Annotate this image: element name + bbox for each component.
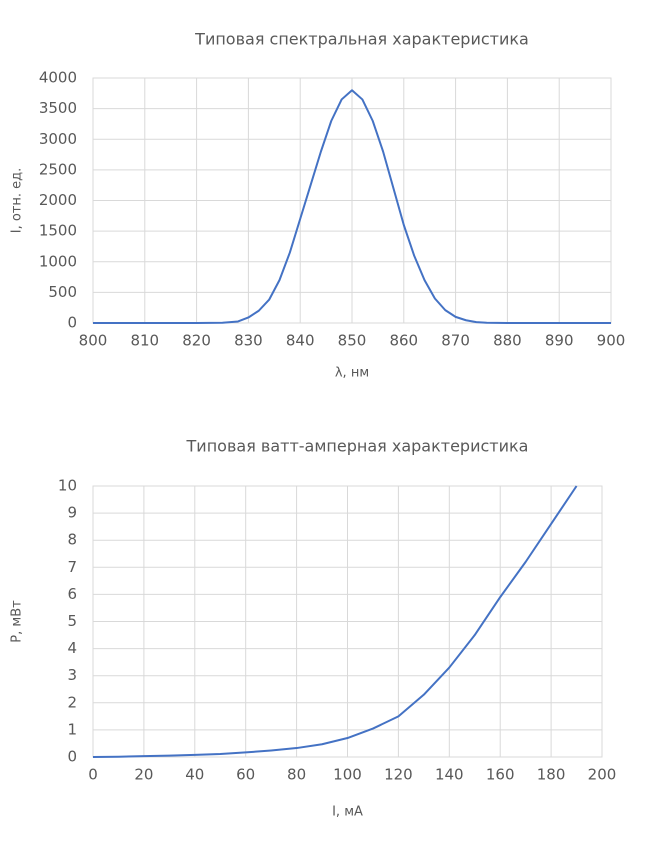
- data-line: [93, 89, 611, 324]
- y-tick-label: 5: [67, 612, 77, 630]
- x-tick-label: 40: [185, 766, 204, 784]
- x-tick-label: 120: [384, 766, 413, 784]
- y-tick-label: 3500: [39, 99, 77, 117]
- x-tick-label: 900: [597, 332, 626, 350]
- x-axis-label: I, мА: [332, 805, 363, 820]
- x-tick-label: 160: [486, 766, 515, 784]
- x-tick-label: 880: [493, 332, 522, 350]
- x-tick-label: 20: [134, 766, 153, 784]
- plot-frame: [92, 485, 603, 758]
- x-tick-label: 870: [441, 332, 470, 350]
- y-tick-label: 1: [67, 720, 77, 738]
- y-tick-label: 4000: [39, 69, 77, 87]
- y-tick-label: 7: [67, 558, 77, 576]
- x-tick-label: 860: [389, 332, 418, 350]
- x-tick-label: 60: [236, 766, 255, 784]
- plot-frame: [92, 77, 612, 324]
- y-tick-label: 3: [67, 666, 77, 684]
- y-axis-label: I, отн. ед.: [10, 168, 25, 234]
- x-tick-label: 0: [88, 766, 98, 784]
- x-tick-label: 180: [537, 766, 566, 784]
- y-tick-label: 0: [67, 748, 77, 766]
- y-axis-label: P, мВт: [10, 600, 25, 643]
- y-tick-label: 2500: [39, 160, 77, 178]
- data-line: [92, 485, 578, 758]
- y-tick-label: 6: [67, 585, 77, 603]
- x-tick-label: 840: [286, 332, 315, 350]
- y-tick-label: 2: [67, 693, 77, 711]
- x-tick-label: 140: [435, 766, 464, 784]
- x-tick-label: 800: [79, 332, 108, 350]
- y-tick-label: 9: [67, 504, 77, 522]
- x-tick-label: 820: [182, 332, 211, 350]
- chart-title: Типовая спектральная характеристика: [194, 30, 529, 49]
- y-tick-label: 8: [67, 531, 77, 549]
- y-tick-label: 1500: [39, 222, 77, 240]
- y-tick-label: 0: [67, 314, 77, 332]
- y-tick-label: 3000: [39, 130, 77, 148]
- x-tick-label: 810: [130, 332, 159, 350]
- y-tick-label: 4: [67, 639, 77, 657]
- x-tick-label: 890: [545, 332, 574, 350]
- y-tick-label: 500: [48, 283, 77, 301]
- y-tick-label: 10: [58, 477, 77, 495]
- x-tick-label: 200: [588, 766, 617, 784]
- x-tick-label: 100: [333, 766, 362, 784]
- chart-title: Типовая ватт-амперная характеристика: [186, 437, 529, 456]
- x-tick-label: 830: [234, 332, 263, 350]
- x-tick-label: 80: [287, 766, 306, 784]
- y-tick-label: 1000: [39, 252, 77, 270]
- x-tick-label: 850: [338, 332, 367, 350]
- y-tick-label: 2000: [39, 191, 77, 209]
- x-axis-label: λ, нм: [335, 366, 369, 381]
